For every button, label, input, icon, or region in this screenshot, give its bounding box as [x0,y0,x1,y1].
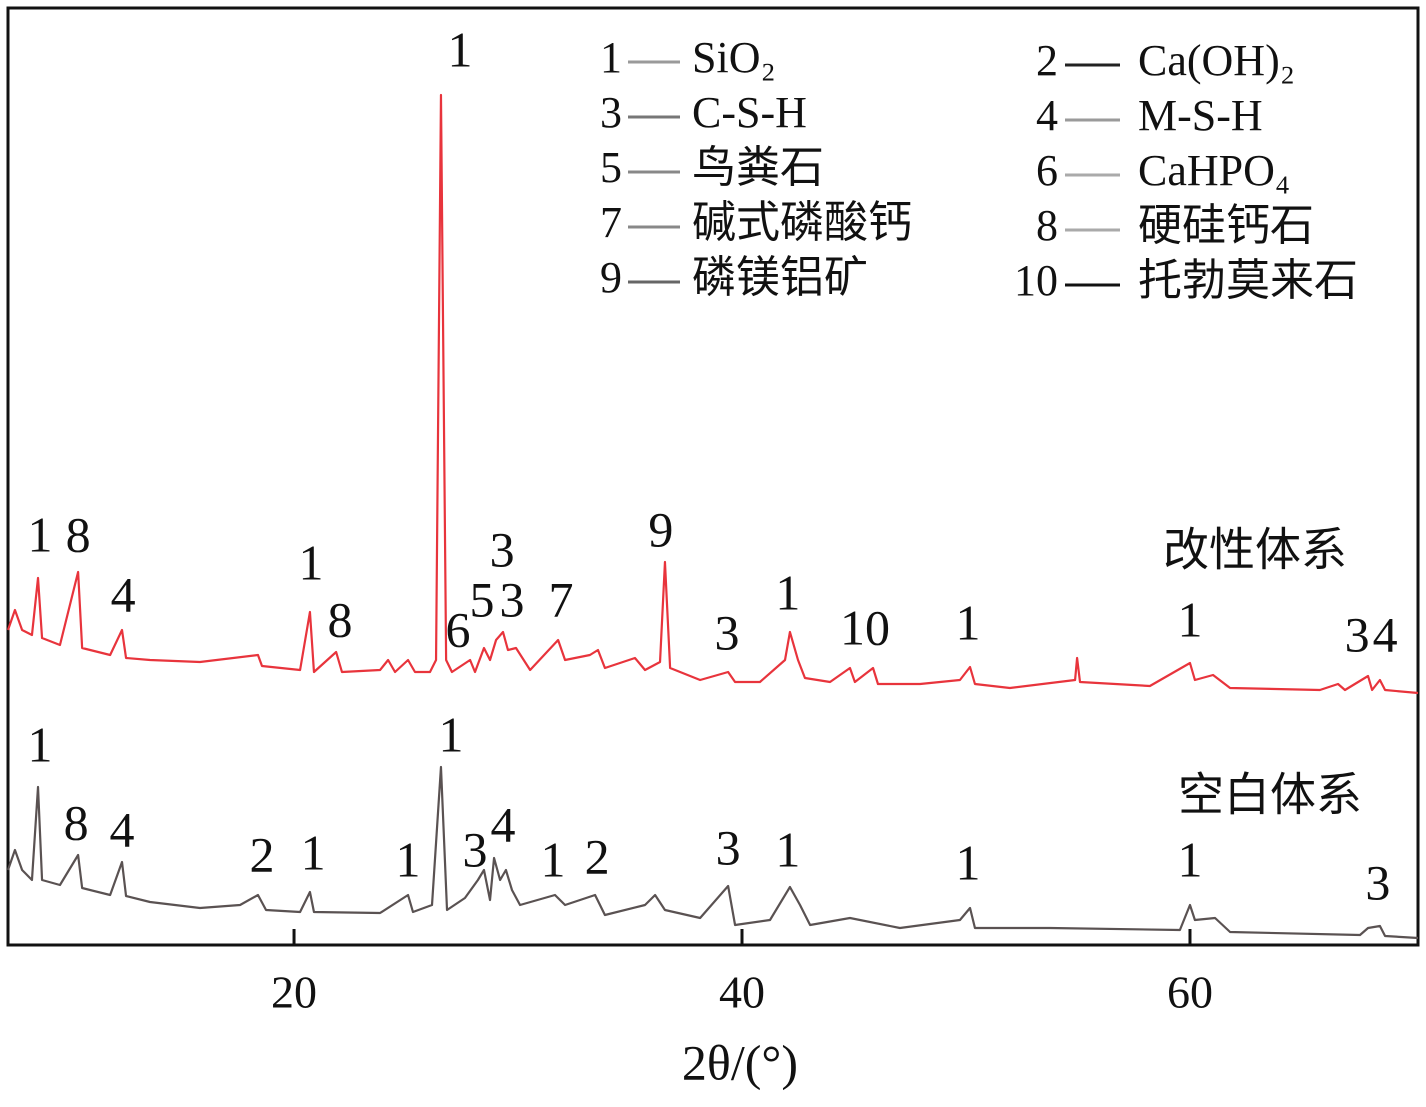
peak-label: 3 [716,819,741,875]
x-tick-label: 20 [271,967,317,1018]
peak-label: 8 [64,794,89,850]
legend-number: 10 [1014,256,1058,305]
legend-number: 2 [1036,36,1058,85]
peak-label: 10 [840,599,890,655]
peak-label: 3 [1365,854,1390,910]
peak-label: 1 [1177,591,1202,647]
peak-label: 1 [775,821,800,877]
peak-label: 6 [445,601,470,657]
legend-number: 9 [600,253,622,302]
x-tick-label: 40 [719,967,765,1018]
legend-number: 3 [600,88,622,137]
peak-label: 5 [469,571,494,627]
series-label: 空白体系 [1178,770,1362,821]
x-tick-label: 60 [1167,967,1213,1018]
peak-label: 1 [301,824,326,880]
legend-number: 1 [600,33,622,82]
peak-label: 1 [299,534,324,590]
peak-label: 8 [327,591,352,647]
peak-label: 2 [250,826,275,882]
peak-label: 3 [1345,606,1370,662]
legend-number: 6 [1036,146,1058,195]
peak-label: 3 [463,821,488,877]
peak-label: 2 [585,828,610,884]
peak-label: 1 [1177,831,1202,887]
legend-name: 托勃莫来石 [1138,256,1358,305]
peak-label: 3 [490,521,515,577]
peak-label: 3 [714,604,739,660]
peak-label: 1 [956,594,981,650]
peak-label: 1 [956,834,981,890]
legend-name: SiO₂ [692,33,776,82]
peak-label: 1 [396,831,421,887]
peak-label: 4 [111,566,136,622]
legend-number: 4 [1036,91,1058,140]
peak-label: 1 [439,706,464,762]
x-axis-label: 2θ/(°) [682,1034,798,1090]
peak-label: 7 [549,571,574,627]
legend-name: CaHPO₄ [1138,146,1290,195]
peak-label: 3 [499,571,524,627]
peak-label: 8 [66,506,91,562]
peak-label: 1 [448,21,473,77]
xrd-line [6,93,1419,695]
legend-name: 鸟粪石 [692,143,824,192]
series-label: 改性体系 [1163,525,1347,576]
xrd-line [6,765,1419,940]
legend-number: 8 [1036,201,1058,250]
peak-label: 9 [648,501,673,557]
legend-number: 5 [600,143,622,192]
legend-name: 硬硅钙石 [1138,201,1314,250]
peak-label: 1 [28,716,53,772]
legend-name: 碱式磷酸钙 [692,198,912,247]
legend-name: Ca(OH)₂ [1138,36,1295,85]
peak-label: 4 [1373,606,1398,662]
legend-name: M-S-H [1138,91,1263,140]
peak-label: 4 [491,796,516,852]
peak-label: 1 [540,831,565,887]
legend-name: C-S-H [692,88,807,137]
peak-label: 1 [28,506,53,562]
legend-number: 7 [600,198,622,247]
plot-frame [6,6,1420,947]
legend-name: 磷镁铝矿 [692,253,868,302]
peak-label: 4 [110,801,135,857]
peak-label: 1 [775,564,800,620]
